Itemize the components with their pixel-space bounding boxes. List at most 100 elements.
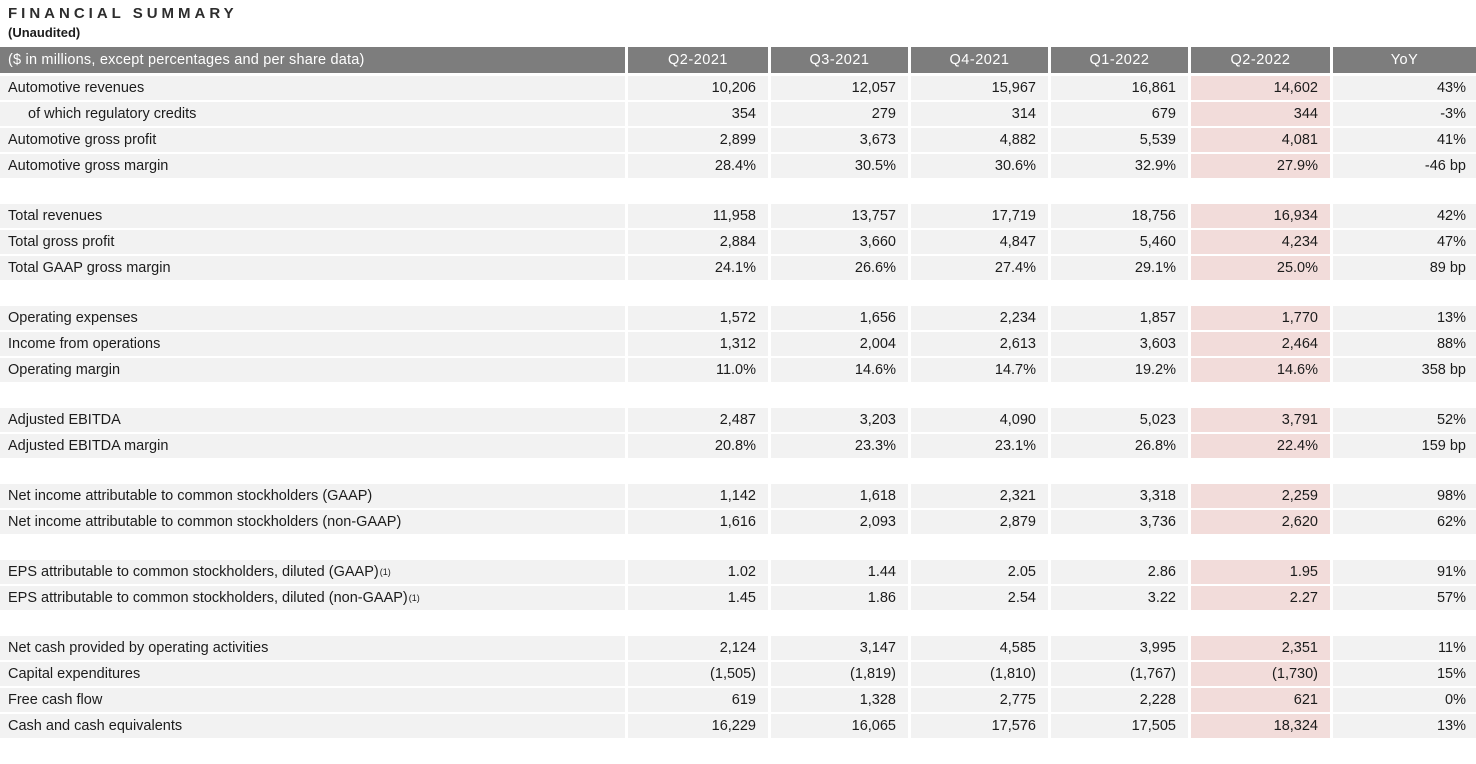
yoy-value-cell: 11%	[1333, 636, 1476, 660]
period-value-cell: 679	[1051, 102, 1188, 126]
row-label-cell: Free cash flow	[0, 688, 625, 712]
yoy-value-cell: 47%	[1333, 230, 1476, 254]
row-label-cell: Total gross profit	[0, 230, 625, 254]
yoy-value-cell: 98%	[1333, 484, 1476, 508]
period-value-cell: 314	[911, 102, 1048, 126]
row-label-cell: Automotive gross profit	[0, 128, 625, 152]
row-label-cell: Total revenues	[0, 204, 625, 228]
yoy-value-cell: 41%	[1333, 128, 1476, 152]
table-row: Total GAAP gross margin 24.1% 26.6% 27.4% 29…	[0, 256, 1476, 280]
header-period-cell: Q2-2021	[628, 47, 768, 73]
section-gap	[0, 612, 1476, 636]
header-period-cell: Q4-2021	[911, 47, 1048, 73]
period-value-cell: 5,460	[1051, 230, 1188, 254]
period-value-cell: 2.05	[911, 560, 1048, 584]
period-value-cell: 29.1%	[1051, 256, 1188, 280]
yoy-value-cell: 358 bp	[1333, 358, 1476, 382]
period-value-cell: (1,767)	[1051, 662, 1188, 686]
period-value-cell: (1,505)	[628, 662, 768, 686]
period-value-cell: 27.9%	[1191, 154, 1330, 178]
period-value-cell: 16,861	[1051, 76, 1188, 100]
period-value-cell: 3,660	[771, 230, 908, 254]
yoy-value-cell: 91%	[1333, 560, 1476, 584]
period-value-cell: 2,487	[628, 408, 768, 432]
period-value-cell: 18,324	[1191, 714, 1330, 738]
period-value-cell: 16,934	[1191, 204, 1330, 228]
period-value-cell: 23.3%	[771, 434, 908, 458]
period-value-cell: 2.86	[1051, 560, 1188, 584]
period-value-cell: 1.02	[628, 560, 768, 584]
yoy-value-cell: 43%	[1333, 76, 1476, 100]
row-label-cell: Total GAAP gross margin	[0, 256, 625, 280]
period-value-cell: 4,585	[911, 636, 1048, 660]
yoy-value-cell: 159 bp	[1333, 434, 1476, 458]
table-row: Cash and cash equivalents 16,229 16,065 17,…	[0, 714, 1476, 738]
header-period-cell: YoY	[1333, 47, 1476, 73]
period-value-cell: 22.4%	[1191, 434, 1330, 458]
period-value-cell: 2,613	[911, 332, 1048, 356]
period-value-cell: 23.1%	[911, 434, 1048, 458]
period-value-cell: 4,090	[911, 408, 1048, 432]
table-row: Automotive revenues 10,206 12,057 15,967 16,…	[0, 76, 1476, 100]
period-value-cell: 2,879	[911, 510, 1048, 534]
table-row: Adjusted EBITDA margin 20.8% 23.3% 23.1% 26.…	[0, 434, 1476, 458]
period-value-cell: 16,229	[628, 714, 768, 738]
section-gap	[0, 384, 1476, 408]
period-value-cell: 2,884	[628, 230, 768, 254]
table-row: Operating margin 11.0% 14.6% 14.7% 19.2% 14.6…	[0, 358, 1476, 382]
table-row: Income from operations 1,312 2,004 2,613 3,6…	[0, 332, 1476, 356]
yoy-value-cell: 42%	[1333, 204, 1476, 228]
period-value-cell: 16,065	[771, 714, 908, 738]
period-value-cell: 5,539	[1051, 128, 1188, 152]
period-value-cell: 1,857	[1051, 306, 1188, 330]
period-value-cell: 279	[771, 102, 908, 126]
period-value-cell: (1,810)	[911, 662, 1048, 686]
period-value-cell: (1,819)	[771, 662, 908, 686]
period-value-cell: 2.27	[1191, 586, 1330, 610]
period-value-cell: 2,124	[628, 636, 768, 660]
row-label-cell: Net cash provided by operating activitie…	[0, 636, 625, 660]
row-label-cell: Income from operations	[0, 332, 625, 356]
period-value-cell: 32.9%	[1051, 154, 1188, 178]
period-value-cell: 11,958	[628, 204, 768, 228]
period-value-cell: 25.0%	[1191, 256, 1330, 280]
table-row: of which regulatory credits 354 279 314 679 3…	[0, 102, 1476, 126]
period-value-cell: 3,147	[771, 636, 908, 660]
row-label-cell: Adjusted EBITDA	[0, 408, 625, 432]
header-period-cell: Q3-2021	[771, 47, 908, 73]
header-period-cell: Q2-2022	[1191, 47, 1330, 73]
row-label-cell: Net income attributable to common stockh…	[0, 484, 625, 508]
yoy-value-cell: 13%	[1333, 714, 1476, 738]
period-value-cell: 10,206	[628, 76, 768, 100]
row-label-cell: Operating expenses	[0, 306, 625, 330]
row-label-cell: EPS attributable to common stockholders,…	[0, 560, 625, 584]
period-value-cell: 1,312	[628, 332, 768, 356]
yoy-value-cell: 52%	[1333, 408, 1476, 432]
period-value-cell: 3,736	[1051, 510, 1188, 534]
table-row: Net income attributable to common stockh…	[0, 484, 1476, 508]
period-value-cell: 17,719	[911, 204, 1048, 228]
table-row: Net cash provided by operating activitie…	[0, 636, 1476, 660]
table-row: EPS attributable to common stockholders,…	[0, 560, 1476, 584]
period-value-cell: 20.8%	[628, 434, 768, 458]
table-row: Free cash flow 619 1,328 2,775 2,228 621 0%	[0, 688, 1476, 712]
section-gap	[0, 536, 1476, 560]
period-value-cell: 3,673	[771, 128, 908, 152]
yoy-value-cell: 15%	[1333, 662, 1476, 686]
period-value-cell: 2,228	[1051, 688, 1188, 712]
yoy-value-cell: 0%	[1333, 688, 1476, 712]
period-value-cell: 2,464	[1191, 332, 1330, 356]
yoy-value-cell: 13%	[1333, 306, 1476, 330]
header-period-cell: Q1-2022	[1051, 47, 1188, 73]
table-row: Capital expenditures (1,505) (1,819) (1,810…	[0, 662, 1476, 686]
row-label-cell: Cash and cash equivalents	[0, 714, 625, 738]
period-value-cell: 14.7%	[911, 358, 1048, 382]
yoy-value-cell: 57%	[1333, 586, 1476, 610]
period-value-cell: 619	[628, 688, 768, 712]
section-gap	[0, 460, 1476, 484]
period-value-cell: 3,995	[1051, 636, 1188, 660]
period-value-cell: 4,882	[911, 128, 1048, 152]
period-value-cell: 344	[1191, 102, 1330, 126]
yoy-value-cell: 89 bp	[1333, 256, 1476, 280]
